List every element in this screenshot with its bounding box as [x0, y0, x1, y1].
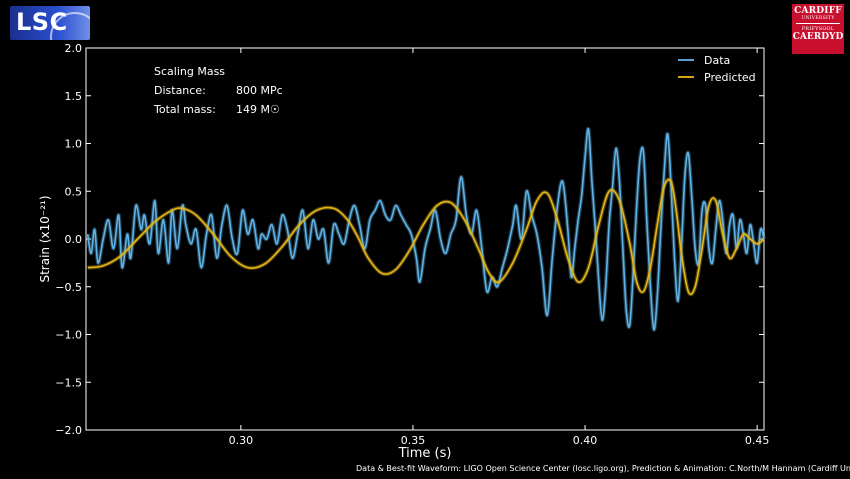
y-tick-label: 1.0: [65, 138, 83, 151]
cardiff-logo-divider: [796, 23, 840, 24]
data-series-line: [86, 128, 765, 331]
predicted-series-line: [87, 178, 765, 296]
x-tick-label: 0.40: [573, 434, 598, 447]
x-tick-label: 0.30: [229, 434, 254, 447]
distance-value: 800 MPc: [236, 84, 283, 97]
mass-value: 149 M☉: [236, 103, 280, 116]
x-tick-label: 0.35: [401, 434, 426, 447]
legend-label-data: Data: [704, 54, 730, 67]
y-tick-label: −1.5: [55, 376, 82, 389]
legend-label-predicted: Predicted: [704, 71, 756, 84]
x-tick-label: 0.45: [745, 434, 770, 447]
y-tick-label: −2.0: [55, 424, 82, 437]
y-axis-label: Strain (x10⁻²¹): [38, 195, 52, 282]
cardiff-logo-line2: UNIVERSITY: [801, 16, 835, 21]
cardiff-logo-line4: CAERDYD: [792, 32, 844, 42]
credit-line: Data & Best-fit Waveform: LIGO Open Scie…: [356, 464, 850, 473]
annotation-title: Scaling Mass: [154, 65, 225, 78]
cardiff-university-logo: CARDIFF UNIVERSITY PRIFYSGOL CAERDYD: [792, 4, 844, 54]
y-tick-label: 1.5: [65, 90, 83, 103]
x-axis-label: Time (s): [398, 446, 452, 461]
annotation: Scaling Mass Distance: 800 MPc Total mas…: [153, 65, 283, 116]
lsc-logo-text: LSC: [16, 8, 68, 36]
y-tick-label: 0.0: [65, 233, 83, 246]
lsc-logo: LSC: [10, 6, 90, 40]
y-tick-label: −0.5: [55, 281, 82, 294]
series-layer: [85, 126, 766, 332]
cardiff-logo-line3: PRIFYSGOL: [801, 26, 835, 32]
y-tick-label: 2.0: [65, 42, 83, 55]
data-series-line-glow: [85, 126, 766, 332]
y-tick-label: 0.5: [65, 185, 83, 198]
legend: Data Predicted: [678, 54, 756, 84]
mass-label: Total mass:: [153, 103, 216, 116]
distance-label: Distance:: [154, 84, 206, 97]
cardiff-logo-line1: CARDIFF: [794, 6, 842, 16]
axis-ticks: 2.0 1.5 1.0 0.5 0.0 −0.5 −1.0 −1.5 −2.0 0.30 0.35 0…: [55, 42, 769, 447]
y-tick-label: −1.0: [55, 329, 82, 342]
